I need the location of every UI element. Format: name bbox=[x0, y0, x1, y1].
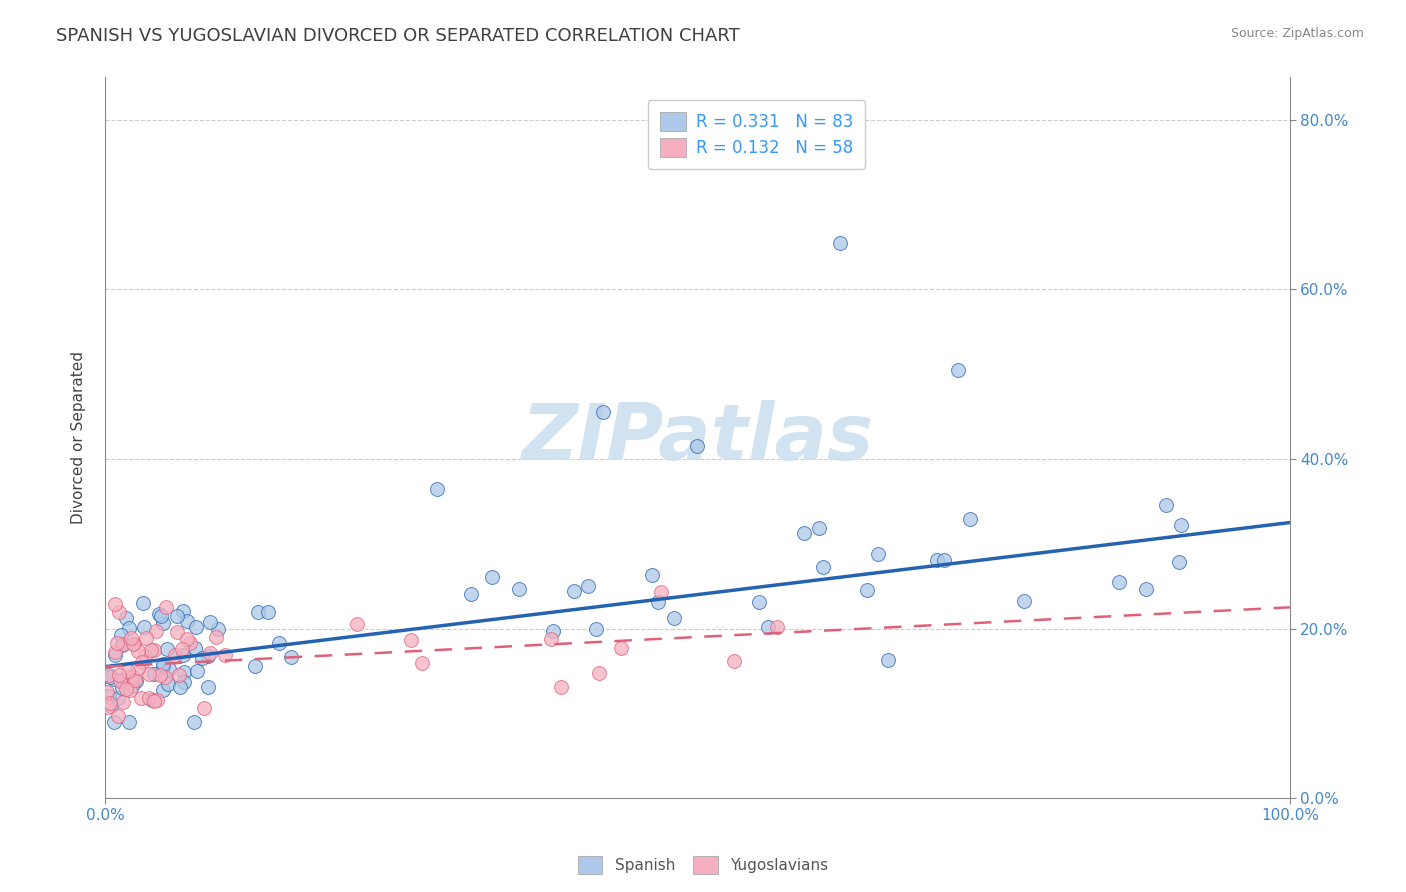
Y-axis label: Divorced or Separated: Divorced or Separated bbox=[72, 351, 86, 524]
Text: Source: ZipAtlas.com: Source: ZipAtlas.com bbox=[1230, 27, 1364, 40]
Text: SPANISH VS YUGOSLAVIAN DIVORCED OR SEPARATED CORRELATION CHART: SPANISH VS YUGOSLAVIAN DIVORCED OR SEPAR… bbox=[56, 27, 740, 45]
Text: ZIPatlas: ZIPatlas bbox=[522, 400, 873, 475]
Legend: Spanish, Yugoslavians: Spanish, Yugoslavians bbox=[572, 850, 834, 880]
Legend: R = 0.331   N = 83, R = 0.132   N = 58: R = 0.331 N = 83, R = 0.132 N = 58 bbox=[648, 100, 865, 169]
